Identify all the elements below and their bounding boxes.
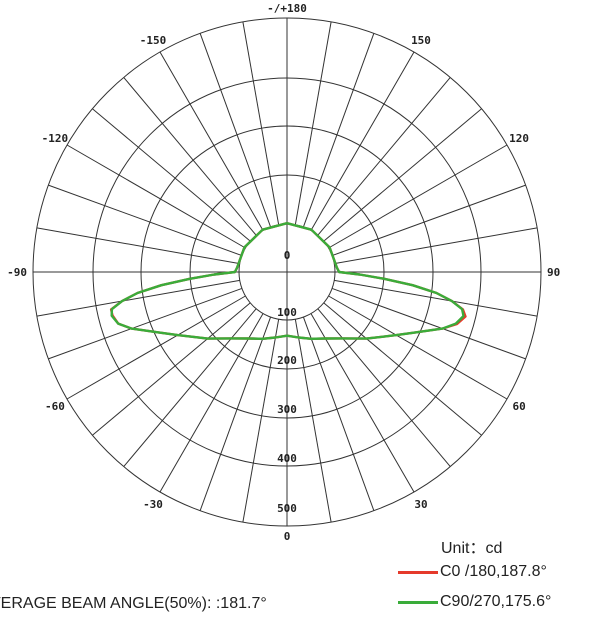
- legend-item-c90: C90/270,175.6°: [398, 593, 551, 611]
- angle-tick-label: 150: [411, 34, 431, 47]
- grid-spoke: [36, 227, 240, 265]
- grid-spoke: [66, 295, 246, 400]
- grid-spoke: [123, 308, 257, 467]
- radial-tick-label: 100: [277, 306, 297, 319]
- series-curve-c0: [109, 222, 467, 340]
- legend-label-c0: C0 /180,187.8°: [440, 563, 547, 580]
- angle-tick-label: -/+180: [267, 2, 307, 15]
- beam-angle-label: VERAGE BEAM ANGLE(50%): :181.7°: [0, 595, 267, 612]
- legend-item-c0: C0 /180,187.8°: [398, 563, 547, 581]
- grid-spoke: [66, 144, 246, 249]
- grid-spoke: [36, 279, 240, 317]
- grid-spoke: [48, 184, 243, 257]
- grid-spoke: [159, 51, 264, 231]
- radial-tick-label: 0: [284, 530, 291, 543]
- grid-spoke: [331, 287, 526, 360]
- grid-spoke: [328, 295, 508, 400]
- radial-tick-label: 300: [277, 403, 297, 416]
- legend-label-c90: C90/270,175.6°: [440, 593, 552, 610]
- grid-spoke: [302, 316, 375, 511]
- grid-spoke: [317, 308, 451, 467]
- legend-swatch-c0: [398, 570, 438, 574]
- unit-label: Unit：cd: [441, 540, 503, 557]
- angle-tick-label: -60: [45, 400, 65, 413]
- radial-tick-label: 500: [277, 502, 297, 515]
- grid-spoke: [242, 21, 280, 225]
- angle-tick-label: 30: [414, 498, 427, 511]
- grid-spoke: [199, 33, 272, 228]
- series-curve-c90: [110, 222, 465, 340]
- grid-spoke: [92, 302, 251, 436]
- grid-spoke: [317, 77, 451, 236]
- grid-spoke: [242, 319, 280, 523]
- grid-spoke: [92, 108, 251, 242]
- grid-spoke: [323, 108, 482, 242]
- grid-spoke: [331, 184, 526, 257]
- grid-spoke: [294, 21, 332, 225]
- grid-spoke: [328, 144, 508, 249]
- legend-swatch-c90: [398, 600, 438, 604]
- grid-spoke: [48, 287, 243, 360]
- radial-tick-label: 400: [277, 452, 297, 465]
- angle-tick-label: -120: [42, 132, 69, 145]
- grid-spoke: [310, 313, 415, 493]
- grid-spoke: [159, 313, 264, 493]
- grid-spoke: [199, 316, 272, 511]
- angle-tick-label: 90: [547, 266, 560, 279]
- radial-tick-label: 200: [277, 354, 297, 367]
- grid-spoke: [323, 302, 482, 436]
- angle-tick-label: -90: [7, 266, 27, 279]
- grid-spoke: [123, 77, 257, 236]
- grid-spoke: [334, 279, 538, 317]
- grid-spoke: [334, 227, 538, 265]
- angle-tick-label: -150: [140, 34, 167, 47]
- grid-spoke: [310, 51, 415, 231]
- grid-spoke: [294, 319, 332, 523]
- angle-tick-label: 120: [509, 132, 529, 145]
- angle-tick-label: -30: [143, 498, 163, 511]
- angle-tick-label: 60: [512, 400, 525, 413]
- radial-tick-label: 0: [284, 249, 291, 262]
- grid-spoke: [302, 33, 375, 228]
